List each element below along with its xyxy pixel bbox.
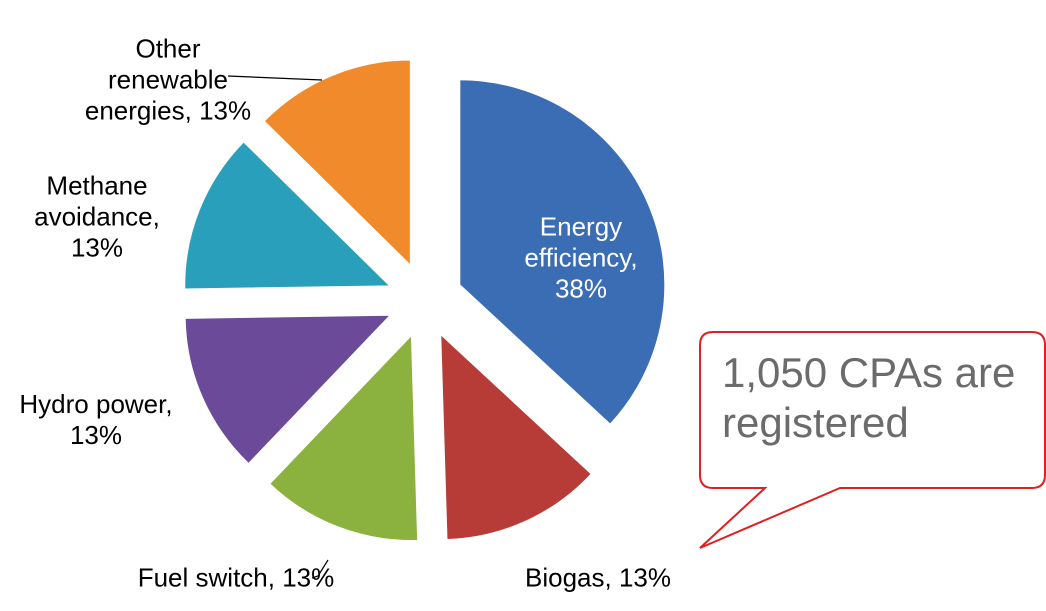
category-label: Hydro power, [19, 389, 173, 419]
value-label: 38% [554, 273, 608, 304]
category-label: Energy efficiency, [524, 211, 638, 273]
value-label: 13% [69, 420, 123, 450]
data-label: Fuel switch, 13% [136, 563, 336, 594]
callout-box [699, 331, 1046, 549]
value-label: 13% [282, 562, 335, 593]
annotation: 1,050 CPAs are registered [722, 349, 1016, 446]
value-label: 13% [70, 232, 124, 263]
pie-slice [263, 59, 411, 267]
leader-line [311, 559, 329, 579]
data-label: Other renewable energies, 13% [78, 34, 258, 127]
category-label: Other renewable energies, [84, 33, 228, 126]
data-label: Methane avoidance, 13% [17, 171, 177, 264]
data-label: Energy efficiency, 38% [506, 212, 656, 305]
category-label: Fuel switch, [137, 562, 275, 593]
pie-slice [184, 141, 391, 290]
category-label: Biogas, [524, 562, 612, 593]
data-label: Hydro power, 13% [6, 389, 186, 451]
pie-slice [459, 79, 666, 425]
pie-slice [269, 334, 419, 541]
data-label: Biogas, 13% [478, 563, 718, 594]
pie-slice [440, 333, 592, 541]
pie-slice [184, 314, 392, 465]
leader-line [227, 75, 323, 81]
category-label: Methane avoidance, [34, 170, 160, 232]
value-label: 13% [618, 562, 671, 593]
slices [184, 59, 666, 541]
value-label: 13% [199, 95, 252, 126]
